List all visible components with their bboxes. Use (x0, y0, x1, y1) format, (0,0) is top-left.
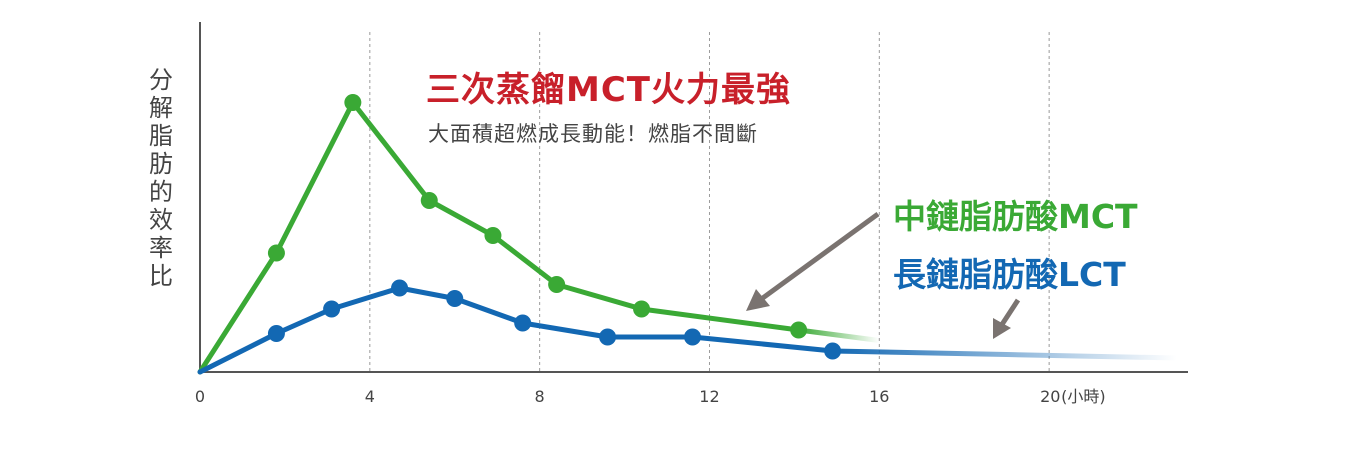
chart-title: 三次蒸餾MCT火力最強 (426, 70, 791, 110)
y-axis-label-char: 效 (149, 206, 173, 234)
data-point (633, 300, 651, 318)
x-tick-label-16: 16 (869, 387, 889, 406)
pointer-arrows (746, 211, 1021, 339)
axes (199, 22, 1188, 373)
x-tick-labels: 0 4 8 12 16 20 (小時) (195, 387, 1106, 406)
y-axis-label-char: 肪 (149, 150, 173, 178)
series-mct (197, 94, 880, 375)
chart-subtitle: 大面積超燃成長動能！燃脂不間斷 (428, 122, 758, 146)
data-point (391, 279, 409, 297)
y-axis-label-char: 分 (149, 66, 173, 94)
data-point (446, 290, 464, 307)
data-point (790, 321, 808, 339)
data-point (514, 314, 532, 332)
y-axis-label-char: 脂 (149, 122, 173, 150)
data-point (484, 227, 502, 244)
series-tail (798, 327, 880, 343)
y-axis-label-char: 的 (149, 178, 173, 206)
series-line (197, 285, 836, 375)
data-point (548, 276, 566, 293)
data-point (824, 342, 842, 360)
legend-lct: 長鏈脂肪酸LCT (893, 255, 1126, 294)
data-point (684, 328, 701, 346)
series-line (197, 100, 802, 375)
data-point (267, 244, 285, 262)
mct-pointer-arrow (746, 211, 880, 311)
x-tick-label-12: 12 (699, 387, 719, 406)
series-layer (197, 94, 1177, 375)
x-axis-unit-label: (小時) (1061, 387, 1106, 406)
data-point (420, 192, 438, 209)
x-tick-label-0: 0 (195, 387, 205, 406)
data-point (323, 300, 341, 318)
data-point (344, 94, 362, 111)
legend-mct: 中鏈脂肪酸MCT (893, 197, 1138, 236)
data-point (599, 328, 617, 346)
series-tail (832, 348, 1177, 361)
x-tick-label-20: 20 (1040, 387, 1060, 406)
y-axis-label-char: 比 (149, 262, 173, 290)
x-tick-label-8: 8 (535, 387, 545, 406)
y-axis-label-char: 率 (149, 234, 173, 262)
grid-lines (369, 32, 1050, 372)
y-axis-label-char: 解 (149, 94, 173, 122)
lct-pointer-arrow (993, 298, 1021, 339)
x-tick-label-4: 4 (365, 387, 375, 406)
series-lct (197, 279, 1177, 375)
data-point (267, 325, 285, 342)
